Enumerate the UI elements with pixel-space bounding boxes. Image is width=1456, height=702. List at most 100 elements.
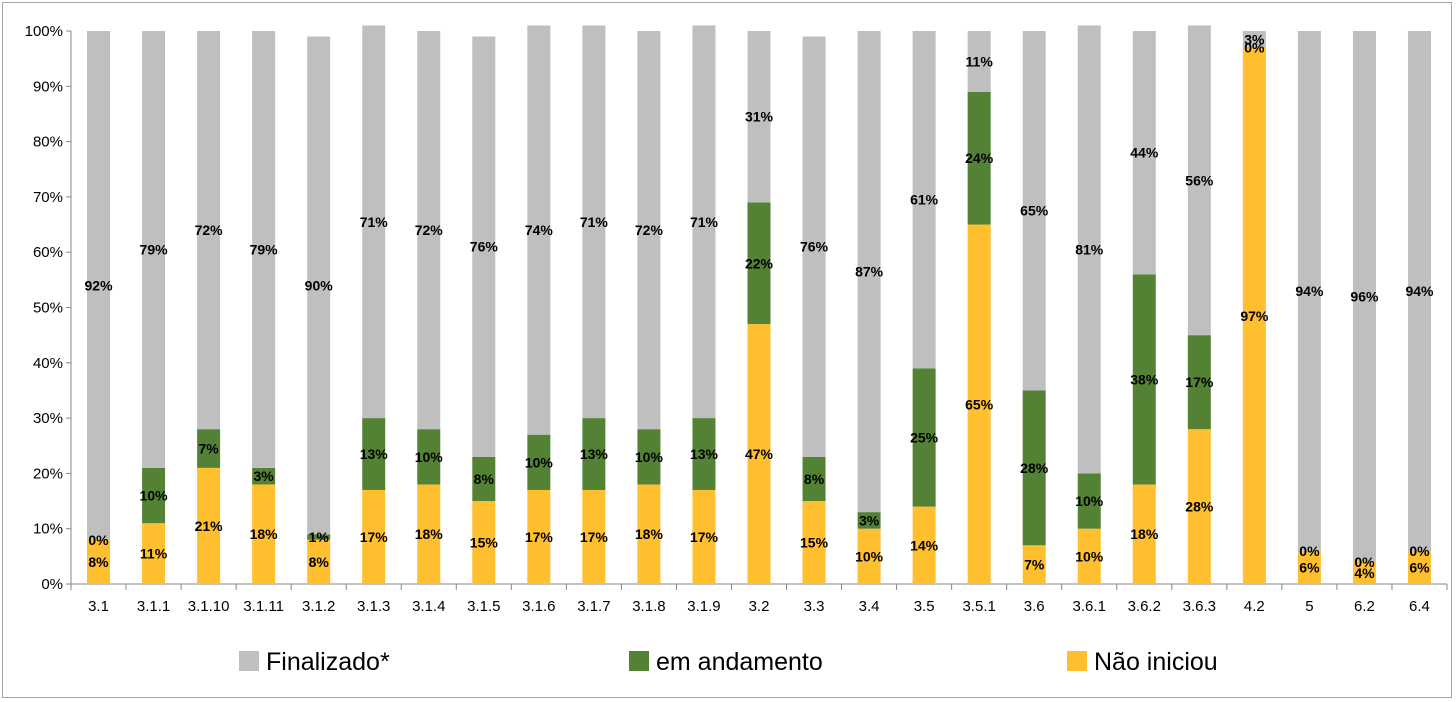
bar-segment [692,418,716,490]
y-tick-label: 20% [33,465,63,482]
bar-segment [1352,561,1376,584]
bar-segment [912,31,936,369]
data-label: 15% [470,535,499,551]
legend-label: em andamento [656,648,823,676]
data-label: 65% [965,396,994,412]
y-tick-label: 50% [33,300,63,317]
bar-segment [87,31,111,540]
bar-segment [1022,31,1046,391]
x-tick-label: 6.4 [1409,598,1430,615]
bar-segment [857,528,881,584]
data-label: 74% [525,222,554,238]
data-label: 10% [140,488,169,504]
x-tick-label: 3.1.8 [632,598,665,615]
y-tick-label: 100% [25,23,63,40]
bar-segment [802,456,826,502]
data-label: 28% [1185,499,1214,515]
legend: Finalizado* em andamento Não iniciou [239,648,1218,676]
data-label: 44% [1130,145,1159,161]
data-label: 17% [525,529,554,545]
bar-segment [1352,31,1376,562]
bar-segment [802,36,826,457]
bar-segment [197,429,221,468]
data-label: 18% [1130,526,1159,542]
y-tick-label: 80% [33,134,63,151]
bar-segment [1132,31,1156,275]
data-label: 8% [474,471,495,487]
data-label: 4% [1354,565,1375,581]
data-label: 17% [690,529,719,545]
x-tick-label: 3.1.7 [577,598,610,615]
data-label: 0% [1354,554,1375,570]
data-label: 10% [1075,493,1104,509]
data-label: 15% [800,535,829,551]
bar-segment [1077,528,1101,584]
y-tick-label: 10% [33,521,63,538]
data-label: 25% [910,429,939,445]
bar-segment [252,31,276,468]
x-tick-label: 3.1.10 [188,598,230,615]
data-label: 17% [580,529,609,545]
data-label: 13% [690,446,719,462]
bar-segment [1242,47,1266,584]
data-label: 0% [1409,543,1430,559]
x-tick-label: 5 [1305,598,1313,615]
data-label: 3% [1244,31,1265,47]
y-tick-label: 0% [41,576,63,593]
data-label: 71% [690,214,719,230]
bar-segment [967,31,991,92]
bar-segment [1022,545,1046,584]
bar-segment [747,31,771,203]
data-label: 13% [360,446,389,462]
x-tick-label: 3.1.2 [302,598,335,615]
bar-segment [967,91,991,225]
x-tick-label: 3.1 [88,598,109,615]
bar-segment [527,25,551,435]
data-label: 47% [745,446,774,462]
data-label: 8% [804,471,825,487]
bar-segment [142,31,166,468]
bar-segment [362,418,386,490]
data-label: 18% [250,526,279,542]
bar-segment [912,368,936,507]
bar-segment [362,489,386,584]
x-tick-label: 3.6.2 [1128,598,1161,615]
data-label: 31% [745,109,774,125]
x-tick-label: 3.6 [1024,598,1045,615]
bar-segment [1132,274,1156,485]
bar-segment [417,429,441,485]
y-tick-label: 90% [33,78,63,95]
x-tick-label: 3.2 [749,598,770,615]
data-label: 65% [1020,203,1049,219]
x-tick-label: 3.1.5 [467,598,500,615]
data-label: 0% [1299,543,1320,559]
bar-segment [857,512,881,529]
data-label: 38% [1130,371,1159,387]
bar-segment [1187,25,1211,336]
bar-segment [1077,25,1101,474]
data-label: 0% [88,532,109,548]
data-label: 96% [1350,288,1379,304]
legend-label: Não iniciou [1094,648,1218,676]
bar-segment [527,434,551,490]
bar-segment [252,467,276,485]
bar-segment [692,489,716,584]
x-tick-label: 3.4 [859,598,880,615]
data-label: 13% [580,446,609,462]
data-label: 3% [859,512,880,528]
bar-segment [1187,335,1211,430]
y-tick-label: 30% [33,410,63,427]
bar-segment [417,484,441,584]
bar-segment [692,25,716,419]
bar-segment [472,501,496,584]
stacked-bar-chart: 0%10%20%30%40%50%60%70%80%90%100%3.1 3.1.… [25,23,1448,676]
data-label: 17% [360,529,389,545]
data-label: 71% [580,214,609,230]
data-label: 1% [309,529,330,545]
data-label: 94% [1295,283,1324,299]
bar-segment [1407,550,1431,584]
data-label: 8% [88,554,109,570]
data-label: 24% [965,150,994,166]
x-tick-label: 3.1.6 [522,598,555,615]
